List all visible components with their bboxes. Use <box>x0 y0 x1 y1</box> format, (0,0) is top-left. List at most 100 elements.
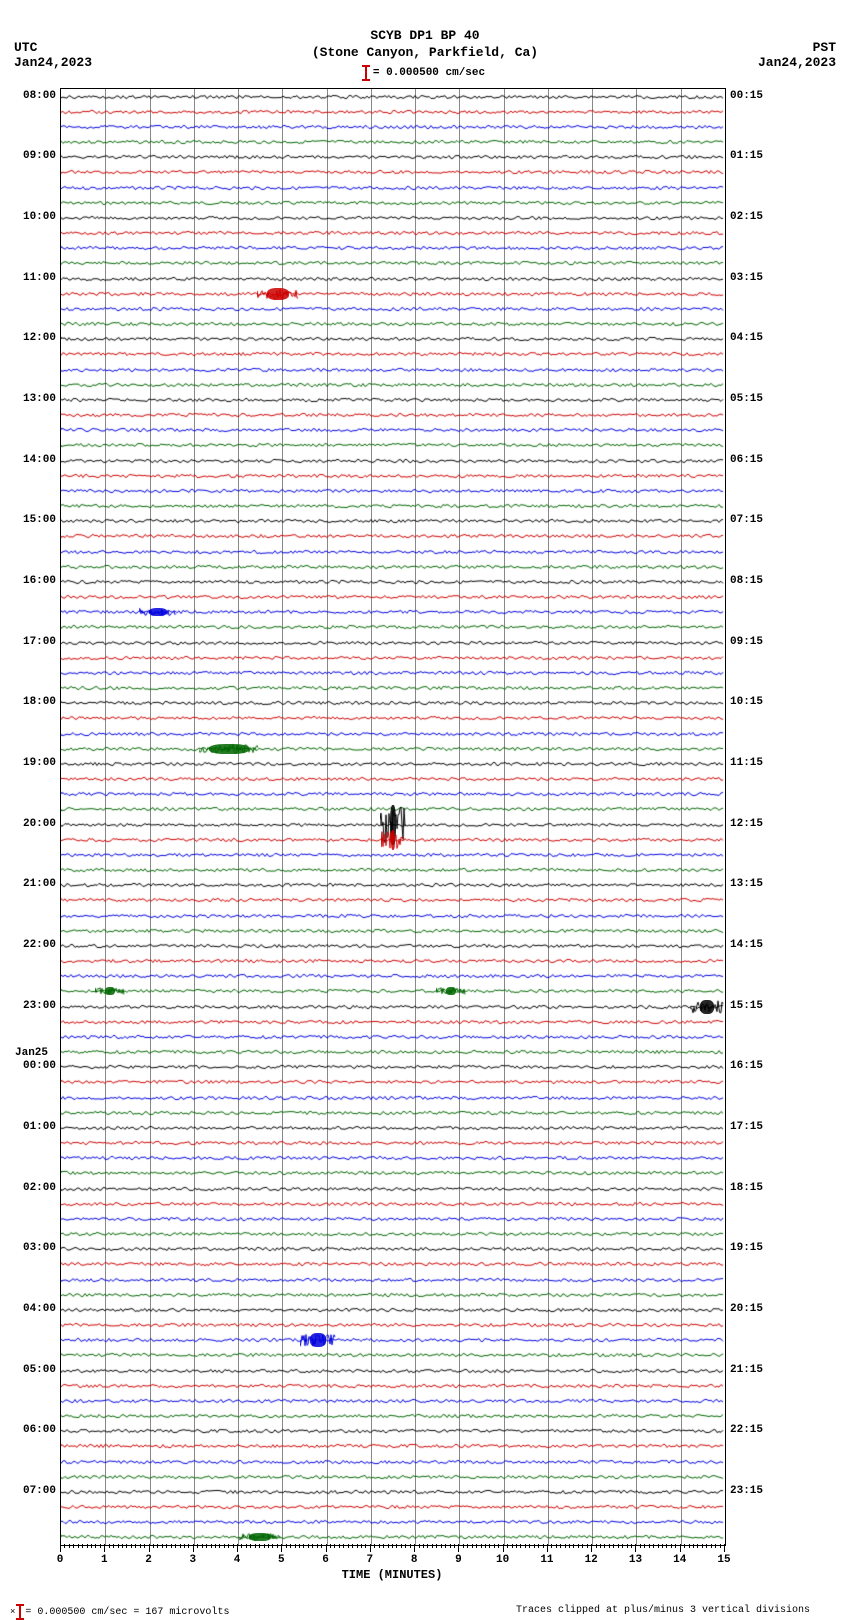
seismic-trace <box>61 623 725 631</box>
x-tick-label: 14 <box>673 1554 686 1566</box>
utc-time-label: 21:00 <box>12 878 56 890</box>
x-tick-label: 9 <box>455 1554 462 1566</box>
pst-time-label: 17:15 <box>730 1121 763 1133</box>
seismic-trace <box>61 1018 725 1026</box>
pst-time-label: 06:15 <box>730 454 763 466</box>
seismic-trace <box>61 730 725 738</box>
seismic-trace <box>61 881 725 889</box>
pst-time-label: 03:15 <box>730 272 763 284</box>
pst-time-label: 22:15 <box>730 1424 763 1436</box>
pst-time-label: 09:15 <box>730 636 763 648</box>
seismic-trace <box>61 654 725 662</box>
seismic-trace <box>61 745 725 753</box>
pst-time-label: 19:15 <box>730 1242 763 1254</box>
seismic-trace <box>61 1094 725 1102</box>
seismic-trace <box>61 1367 725 1375</box>
seismic-trace <box>61 578 725 586</box>
seismic-trace <box>61 290 725 298</box>
seismic-trace <box>61 927 725 935</box>
scale-bar-icon-footer <box>19 1605 21 1619</box>
pst-time-label: 00:15 <box>730 90 763 102</box>
seismic-trace <box>61 912 725 920</box>
seismic-trace <box>61 1245 725 1253</box>
plot-area <box>60 88 726 1546</box>
seismic-trace <box>61 259 725 267</box>
x-tick-label: 1 <box>101 1554 108 1566</box>
seismic-trace <box>61 1382 725 1390</box>
seismic-trace <box>61 1518 725 1526</box>
seismic-trace <box>61 714 725 722</box>
seismic-trace <box>61 760 725 768</box>
utc-time-label: 17:00 <box>12 636 56 648</box>
pst-time-label: 07:15 <box>730 514 763 526</box>
seismic-trace <box>61 1503 725 1511</box>
seismic-trace <box>61 942 725 950</box>
seismic-trace <box>61 1260 725 1268</box>
x-tick-label: 0 <box>57 1554 64 1566</box>
seismic-trace <box>61 350 725 358</box>
seismic-trace <box>61 1048 725 1056</box>
seismic-trace <box>61 957 725 965</box>
x-tick-label: 8 <box>411 1554 418 1566</box>
pst-time-label: 04:15 <box>730 332 763 344</box>
seismic-trace <box>61 426 725 434</box>
pst-time-label: 13:15 <box>730 878 763 890</box>
seismic-trace <box>61 1306 725 1314</box>
title-line-2: (Stone Canyon, Parkfield, Ca) <box>0 45 850 62</box>
seismic-trace <box>61 1169 725 1177</box>
seismic-trace <box>61 639 725 647</box>
seismic-trace <box>61 381 725 389</box>
seismic-trace <box>61 548 725 556</box>
seismic-trace <box>61 123 725 131</box>
seismic-trace <box>61 184 725 192</box>
footer-left-text: = 0.000500 cm/sec = 167 microvolts <box>25 1607 229 1618</box>
utc-time-label: 15:00 <box>12 514 56 526</box>
utc-time-label: 07:00 <box>12 1485 56 1497</box>
utc-time-label: 03:00 <box>12 1242 56 1254</box>
x-tick-label: 15 <box>717 1554 730 1566</box>
scale-bar-icon <box>365 66 367 80</box>
seismic-trace <box>61 199 725 207</box>
seismic-trace <box>61 366 725 374</box>
scale-text: = 0.000500 cm/sec <box>373 67 485 79</box>
seismic-trace <box>61 1139 725 1147</box>
seismic-trace <box>61 1458 725 1466</box>
x-tick-label: 6 <box>322 1554 329 1566</box>
seismic-trace <box>61 972 725 980</box>
tz-right-label: PST Jan24,2023 <box>758 40 836 70</box>
utc-time-label: 22:00 <box>12 939 56 951</box>
pst-time-label: 14:15 <box>730 939 763 951</box>
x-tick-label: 7 <box>367 1554 374 1566</box>
seismic-trace <box>61 1063 725 1071</box>
seismic-trace <box>61 775 725 783</box>
x-tick-label: 13 <box>629 1554 642 1566</box>
x-tick-label: 5 <box>278 1554 285 1566</box>
seismic-trace <box>61 1488 725 1496</box>
seismic-trace <box>61 1033 725 1041</box>
utc-time-label: 05:00 <box>12 1364 56 1376</box>
utc-time-label: 19:00 <box>12 757 56 769</box>
seismic-trace <box>61 1185 725 1193</box>
seismic-trace <box>61 1078 725 1086</box>
date-left: Jan24,2023 <box>14 55 92 70</box>
seismic-trace <box>61 1230 725 1238</box>
x-tick-label: 2 <box>145 1554 152 1566</box>
utc-time-label: 14:00 <box>12 454 56 466</box>
seismic-trace <box>61 441 725 449</box>
utc-time-label: 10:00 <box>12 211 56 223</box>
seismic-trace <box>61 472 725 480</box>
seismic-trace <box>61 138 725 146</box>
seismic-trace <box>61 532 725 540</box>
scale-indicator: = 0.000500 cm/sec <box>365 66 485 80</box>
seismic-trace <box>61 896 725 904</box>
footer-left: × = 0.000500 cm/sec = 167 microvolts <box>10 1605 229 1619</box>
footer-right: Traces clipped at plus/minus 3 vertical … <box>516 1605 810 1616</box>
seismic-trace <box>61 1200 725 1208</box>
seismic-trace <box>61 305 725 313</box>
seismogram-container: SCYB DP1 BP 40 (Stone Canyon, Parkfield,… <box>0 0 850 1613</box>
pst-time-label: 20:15 <box>730 1303 763 1315</box>
pst-time-label: 16:15 <box>730 1060 763 1072</box>
seismic-trace <box>61 168 725 176</box>
seismic-trace <box>61 1321 725 1329</box>
utc-time-label: 04:00 <box>12 1303 56 1315</box>
